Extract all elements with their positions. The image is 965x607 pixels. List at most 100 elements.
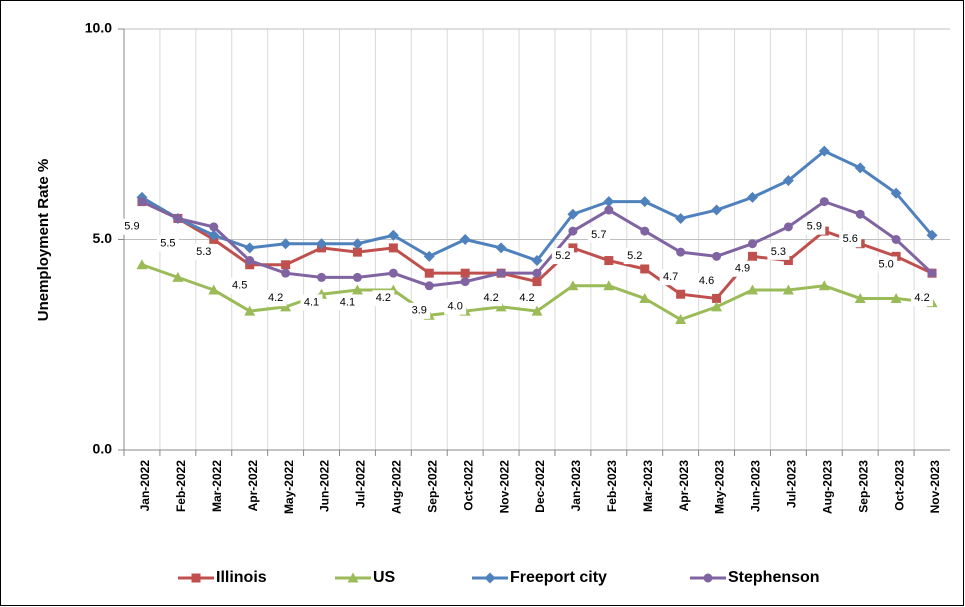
- data-label: 5.2: [555, 250, 570, 262]
- data-label: 5.9: [124, 221, 139, 233]
- marker: [137, 197, 147, 207]
- marker: [890, 187, 902, 199]
- marker: [567, 208, 579, 220]
- data-label-bg: [480, 290, 503, 307]
- data-label: 4.1: [340, 296, 355, 308]
- x-tick-label: Nov-2022: [497, 460, 511, 514]
- marker: [890, 292, 902, 303]
- data-label: 5.2: [627, 250, 642, 262]
- marker: [316, 238, 328, 250]
- marker: [136, 259, 148, 270]
- marker: [568, 226, 578, 236]
- marker: [927, 268, 937, 278]
- data-label-bg: [875, 256, 898, 273]
- marker: [424, 268, 434, 278]
- data-label: 4.0: [448, 301, 463, 313]
- data-label: 4.5: [232, 279, 247, 291]
- data-label: 4.2: [483, 292, 498, 304]
- marker: [532, 277, 542, 287]
- data-label: 4.2: [268, 292, 283, 304]
- marker: [245, 256, 255, 266]
- legend-label: Stephenson: [728, 569, 820, 586]
- marker: [191, 573, 201, 583]
- x-tick-label: Jun-2023: [749, 460, 763, 512]
- marker: [208, 229, 220, 241]
- data-label: 5.3: [196, 246, 211, 258]
- x-tick-label: Jan-2022: [138, 460, 152, 512]
- x-tick-label: Mar-2022: [210, 460, 224, 512]
- x-tick-label: Apr-2022: [246, 460, 260, 512]
- x-tick-label: Feb-2022: [174, 460, 188, 512]
- marker: [604, 205, 614, 215]
- marker: [746, 191, 758, 203]
- marker: [423, 250, 435, 262]
- marker: [388, 268, 398, 278]
- marker: [818, 280, 830, 291]
- x-tick-label: May-2022: [282, 460, 296, 514]
- marker: [675, 313, 687, 324]
- marker: [712, 251, 722, 261]
- x-tick-label: Oct-2022: [461, 460, 475, 511]
- marker: [783, 222, 793, 232]
- data-label: 4.2: [376, 292, 391, 304]
- data-label-bg: [659, 269, 682, 286]
- y-axis-label: Unemployment Rate %: [35, 159, 52, 322]
- marker: [459, 234, 471, 245]
- data-label: 4.2: [519, 292, 534, 304]
- marker: [173, 213, 183, 223]
- marker: [891, 235, 901, 244]
- marker: [676, 247, 686, 257]
- marker: [639, 292, 651, 303]
- x-tick-label: May-2023: [713, 460, 727, 514]
- data-label-bg: [731, 260, 754, 277]
- data-label-bg: [408, 302, 431, 319]
- marker: [531, 305, 543, 316]
- data-label: 5.9: [807, 221, 822, 233]
- marker: [387, 229, 399, 241]
- x-tick-label: Apr-2023: [677, 460, 691, 512]
- data-label-bg: [767, 243, 790, 260]
- marker: [782, 284, 794, 295]
- marker: [244, 242, 256, 254]
- marker: [484, 572, 496, 584]
- data-label: 4.1: [304, 296, 319, 308]
- y-tick-label: 10.0: [85, 20, 112, 36]
- data-label: 4.2: [914, 292, 929, 304]
- data-label: 5.6: [843, 233, 858, 245]
- marker: [281, 268, 291, 278]
- y-tick-label: 0.0: [93, 441, 113, 457]
- x-tick-label: Nov-2023: [928, 460, 942, 514]
- marker: [460, 268, 470, 278]
- marker: [891, 251, 901, 261]
- marker: [711, 204, 723, 216]
- x-tick-label: Sep-2023: [856, 460, 870, 513]
- data-label-bg: [120, 218, 143, 235]
- data-label: 5.3: [771, 246, 786, 258]
- data-label-bg: [839, 231, 862, 248]
- marker: [351, 284, 363, 295]
- marker: [424, 281, 434, 291]
- legend-label: US: [373, 569, 396, 586]
- data-label-bg: [336, 294, 359, 311]
- marker: [496, 268, 506, 278]
- marker: [568, 243, 578, 253]
- x-tick-label: Dec-2022: [533, 460, 547, 513]
- marker: [352, 272, 362, 282]
- x-tick-label: Jun-2022: [318, 460, 332, 512]
- x-tick-label: Oct-2023: [892, 460, 906, 511]
- marker: [317, 272, 327, 282]
- marker: [855, 209, 865, 219]
- data-label: 4.7: [663, 271, 678, 283]
- data-label-bg: [372, 290, 395, 307]
- marker: [281, 260, 291, 270]
- marker: [351, 238, 363, 250]
- marker: [854, 162, 866, 174]
- marker: [818, 145, 830, 157]
- marker: [347, 572, 359, 583]
- marker: [639, 196, 651, 208]
- data-label: 5.7: [591, 229, 606, 241]
- marker: [495, 301, 507, 312]
- marker: [352, 247, 362, 257]
- marker: [567, 280, 579, 291]
